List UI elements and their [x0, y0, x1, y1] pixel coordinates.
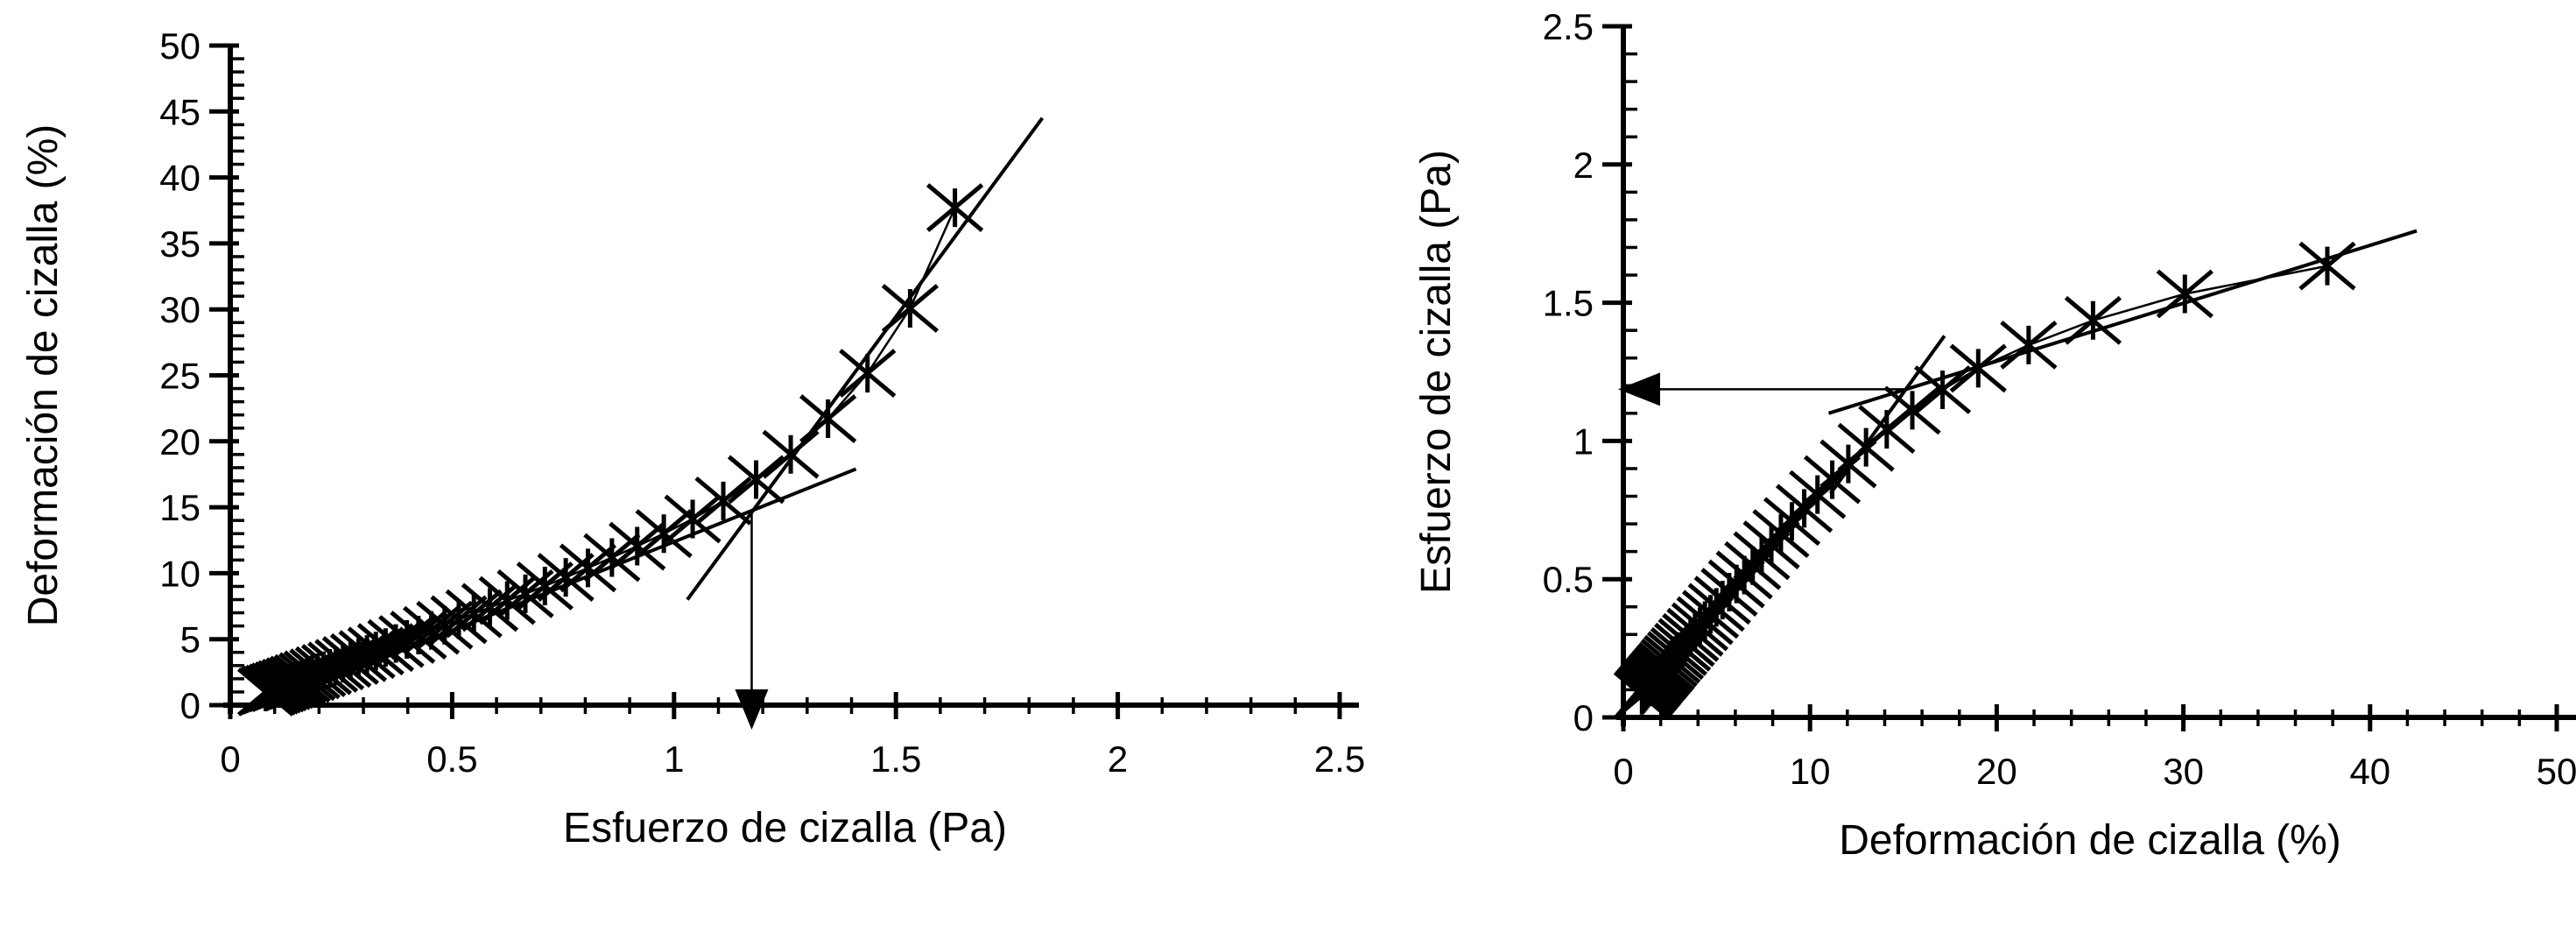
- trend-line-1: [1827, 229, 2418, 415]
- y-tick-label: 15: [159, 487, 201, 528]
- data-point-marker: [2000, 320, 2058, 370]
- yield-point-arrow: [1618, 372, 1906, 406]
- data-point-marker: [1752, 509, 1810, 559]
- data-point-marker: [926, 183, 984, 233]
- y-tick-label: 2: [1573, 145, 1594, 186]
- x-tick-label: 1: [664, 738, 684, 780]
- left-chart: 0 0.5 1 1.5 2 2.5 0 5 10 15 20 25 30 35 40 45 50 Esfuerzo…: [20, 25, 1365, 851]
- y-tick-label: 50: [159, 25, 201, 67]
- y-tick-label: 35: [159, 223, 201, 265]
- yield-arrow-head: [1618, 372, 1660, 406]
- data-point-marker: [762, 429, 820, 479]
- y-tick-label: 1: [1573, 420, 1594, 462]
- y-tick-label: 1.5: [1543, 283, 1594, 324]
- y-tick-label: 5: [180, 619, 201, 660]
- trend-line-2: [686, 117, 1045, 601]
- y-tick-label: 40: [159, 158, 201, 199]
- data-point-marker: [694, 476, 752, 526]
- data-point-marker: [727, 455, 785, 505]
- x-axis-title: Deformación de cizalla (%): [1839, 817, 2341, 864]
- y-tick-label: 10: [159, 553, 201, 594]
- yield-arrow-head: [735, 689, 769, 730]
- x-tick-label: 0.5: [426, 738, 477, 780]
- x-tick-label: 20: [1976, 751, 2017, 792]
- series-line: [265, 207, 956, 694]
- x-tick-label: 0: [1613, 751, 1633, 792]
- x-tick-label: 30: [2163, 751, 2204, 792]
- x-axis-title: Esfuerzo de cizalla (Pa): [563, 805, 1007, 851]
- y-tick-label: 2.5: [1543, 6, 1594, 47]
- yield-point-arrow: [735, 510, 769, 730]
- y-tick-label: 25: [159, 356, 201, 397]
- y-axis-title: Esfuerzo de cizalla (Pa): [1413, 150, 1460, 594]
- x-tick-label: 50: [2537, 751, 2576, 792]
- data-point-marker: [1742, 520, 1800, 569]
- data-series: [236, 183, 984, 717]
- y-axis-title: Deformación de cizalla (%): [20, 124, 67, 627]
- x-tick-label: 40: [2349, 751, 2390, 792]
- trend-line-1: [251, 467, 857, 712]
- data-series: [1613, 241, 2356, 720]
- trend-line-2: [1829, 335, 1946, 495]
- x-tick-label: 2.5: [1314, 738, 1365, 780]
- y-tick-label: 0: [180, 685, 201, 726]
- series-line: [1641, 265, 2328, 696]
- data-point-marker: [839, 349, 897, 399]
- y-tick-label: 20: [159, 421, 201, 462]
- data-point-marker: [609, 521, 666, 571]
- x-tick-label: 0: [220, 738, 240, 780]
- data-point-marker: [2298, 241, 2356, 291]
- data-point-marker: [664, 494, 721, 544]
- data-point-marker: [1883, 385, 1941, 435]
- y-tick-label: 0.5: [1543, 559, 1594, 600]
- data-point-marker: [635, 509, 693, 559]
- y-tick-label: 45: [159, 91, 201, 132]
- right-chart: 0 10 20 30 40 50 0 0.5 1 1.5 2 2.5 Deformación de ci…: [1413, 6, 2576, 864]
- x-tick-label: 10: [1790, 751, 1831, 792]
- y-tick-label: 0: [1573, 697, 1594, 738]
- y-tick-label: 30: [159, 289, 201, 330]
- x-tick-label: 2: [1108, 738, 1128, 780]
- x-tick-label: 1.5: [870, 738, 921, 780]
